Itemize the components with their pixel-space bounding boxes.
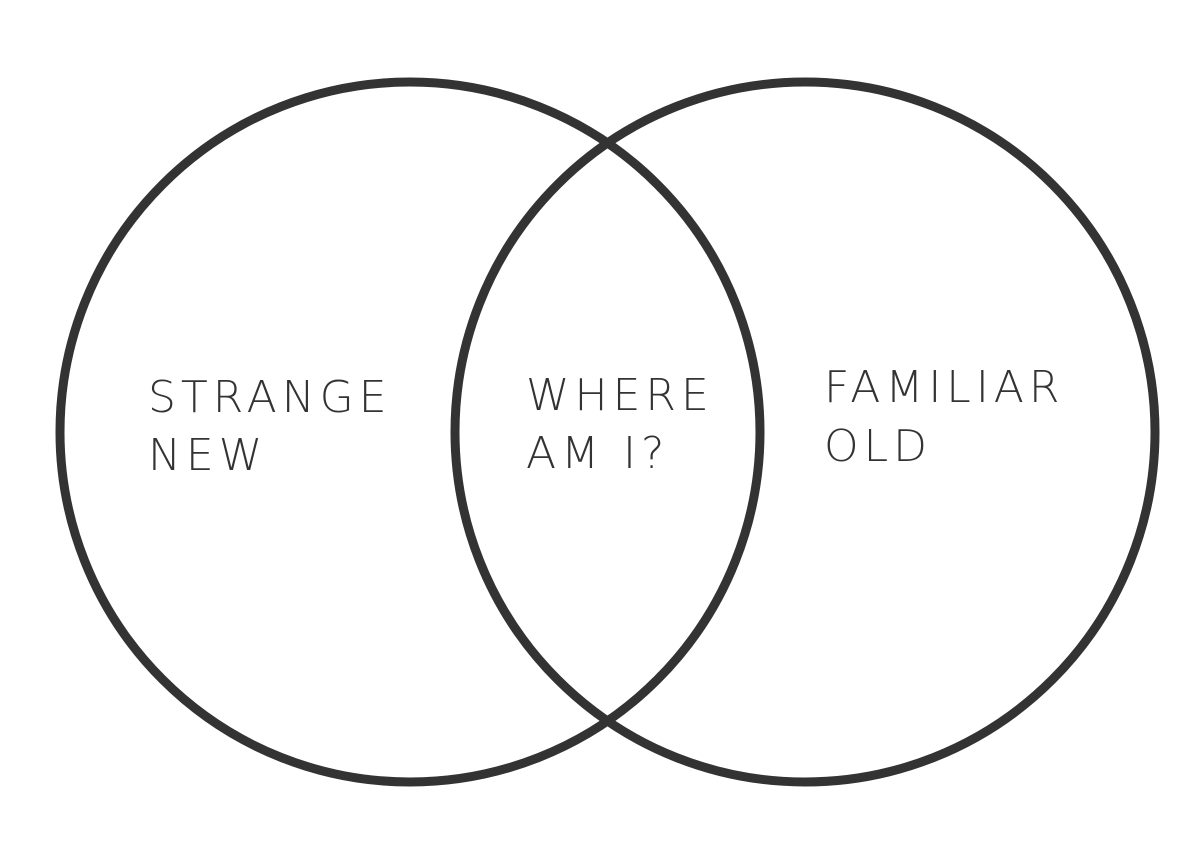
left-label-line-2: NEW xyxy=(148,430,267,481)
right-label-line-2: OLD xyxy=(824,421,932,472)
intersection-label-line-1: WHERE xyxy=(526,370,714,421)
intersection-label-line-2: AM I? xyxy=(526,428,669,479)
right-circle xyxy=(450,77,1160,787)
right-label-line-1: FAMILIAR xyxy=(824,362,1064,413)
left-label-line-1: STRANGE xyxy=(148,372,392,423)
left-circle xyxy=(55,77,765,787)
